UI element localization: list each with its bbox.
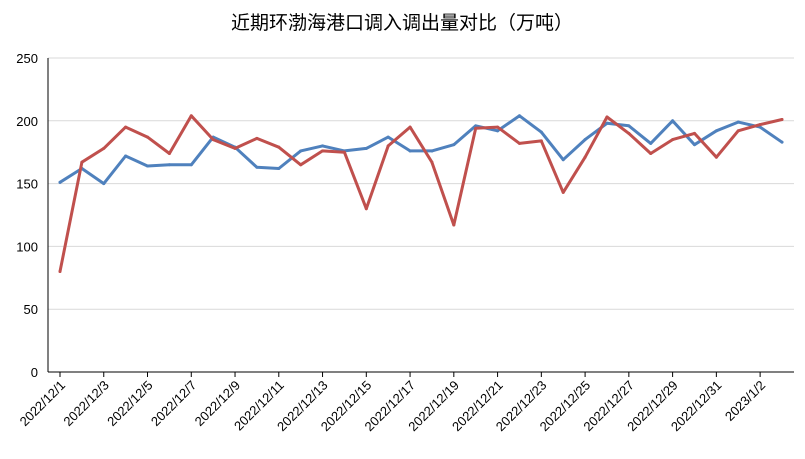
data-point — [146, 164, 150, 168]
data-point — [430, 160, 434, 164]
data-point — [714, 129, 718, 133]
data-point — [124, 154, 128, 158]
data-point — [583, 138, 587, 142]
data-point — [517, 114, 521, 118]
data-point — [430, 149, 434, 153]
data-point — [364, 146, 368, 150]
data-point — [736, 129, 740, 133]
data-point — [233, 146, 237, 150]
data-point — [299, 163, 303, 167]
data-point — [692, 143, 696, 147]
data-point — [58, 270, 62, 274]
data-point — [714, 155, 718, 159]
series-line-2 — [58, 114, 784, 273]
series-line-1 — [58, 114, 784, 186]
y-tick-labels: 0 50 100 150 200 250 — [16, 51, 38, 380]
data-point — [452, 143, 456, 147]
data-point — [189, 114, 193, 118]
data-point — [539, 130, 543, 134]
data-point — [167, 163, 171, 167]
data-point — [758, 123, 762, 127]
data-point — [408, 125, 412, 129]
data-point — [211, 138, 215, 142]
series-lines — [58, 114, 784, 274]
data-point — [692, 131, 696, 135]
data-point — [496, 129, 500, 133]
data-point — [474, 126, 478, 130]
data-point — [671, 138, 675, 142]
x-tick-label: 2022/12/5 — [104, 378, 156, 430]
data-point — [321, 149, 325, 153]
data-point — [561, 190, 565, 194]
y-tick-label: 0 — [31, 365, 38, 380]
data-point — [627, 124, 631, 128]
data-point — [102, 182, 106, 186]
data-point — [255, 165, 259, 169]
data-point — [277, 145, 281, 149]
data-point — [539, 139, 543, 143]
axes — [47, 58, 794, 377]
x-tick-label: 2022/12/7 — [148, 378, 200, 430]
y-tick-label: 250 — [16, 51, 38, 66]
data-point — [496, 125, 500, 129]
x-tick-label: 2023/1/2 — [722, 378, 768, 424]
data-point — [167, 151, 171, 155]
data-point — [780, 140, 784, 144]
data-point — [627, 131, 631, 135]
y-tick-label: 100 — [16, 239, 38, 254]
chart-title: 近期环渤海港口调入调出量对比（万吨） — [231, 12, 573, 34]
data-point — [299, 149, 303, 153]
data-point — [561, 158, 565, 162]
gridlines — [48, 57, 794, 310]
data-point — [474, 124, 478, 128]
data-point — [605, 115, 609, 119]
data-point — [58, 180, 62, 184]
data-point — [321, 144, 325, 148]
data-point — [583, 155, 587, 159]
data-point — [255, 136, 259, 140]
data-point — [736, 120, 740, 124]
data-point — [102, 146, 106, 150]
data-point — [364, 207, 368, 211]
data-point — [605, 121, 609, 125]
data-point — [408, 149, 412, 153]
data-point — [780, 118, 784, 122]
x-tick-label: 2022/12/1 — [17, 378, 69, 430]
data-point — [517, 141, 521, 145]
data-point — [277, 167, 281, 171]
data-point — [649, 151, 653, 155]
data-point — [146, 135, 150, 139]
data-point — [649, 141, 653, 145]
data-point — [80, 160, 84, 164]
x-tick-label: 2022/12/3 — [60, 378, 112, 430]
y-tick-label: 50 — [24, 302, 38, 317]
data-point — [386, 135, 390, 139]
data-point — [671, 119, 675, 123]
data-point — [386, 144, 390, 148]
data-point — [342, 150, 346, 154]
y-tick-label: 150 — [16, 177, 38, 192]
data-point — [189, 163, 193, 167]
data-point — [452, 223, 456, 227]
y-tick-label: 200 — [16, 114, 38, 129]
x-tick-labels: 2022/12/12022/12/32022/12/52022/12/72022… — [17, 378, 769, 435]
data-point — [124, 125, 128, 129]
